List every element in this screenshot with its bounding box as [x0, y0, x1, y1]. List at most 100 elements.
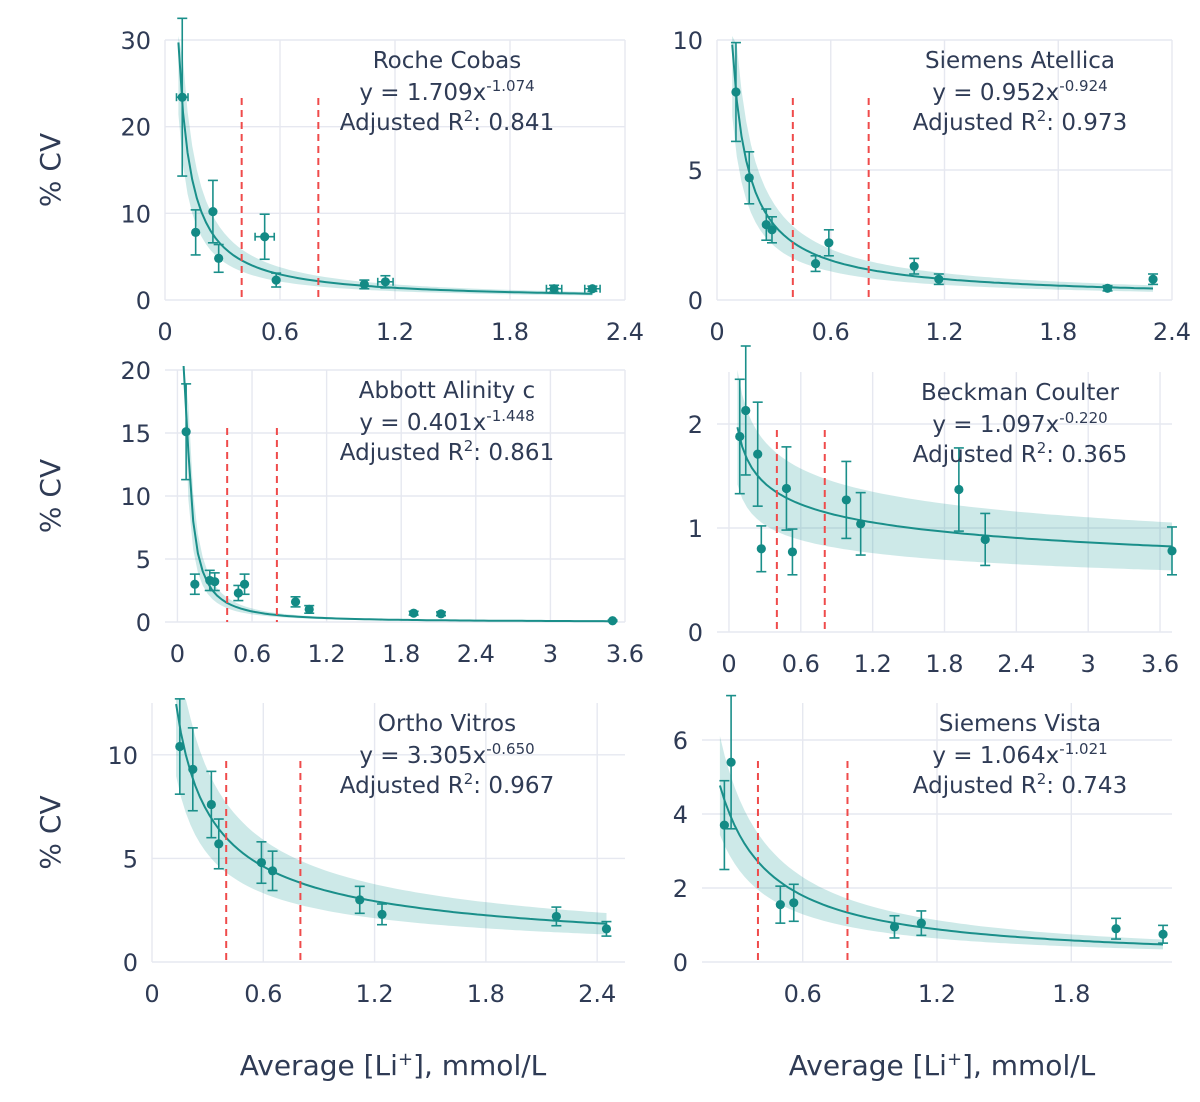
data-point	[824, 238, 834, 248]
data-point	[601, 924, 612, 934]
data-point	[206, 799, 216, 810]
x-tick-label: 2.4	[457, 640, 495, 668]
data-point	[810, 259, 821, 269]
data-point	[856, 519, 866, 529]
r2-superscript: 2	[464, 437, 474, 455]
x-tick-label: 0.6	[233, 640, 271, 668]
fit-curve	[182, 365, 613, 623]
y-tick-label: 0	[123, 949, 138, 977]
data-point	[889, 922, 900, 932]
data-point	[549, 284, 559, 294]
data-point	[233, 588, 243, 598]
y-tick-label: 0	[136, 609, 151, 637]
data-point	[290, 597, 301, 607]
data-point	[1102, 283, 1113, 293]
y-tick-label: 10	[120, 200, 151, 228]
equation-prefix: y = 0.401x	[359, 410, 486, 436]
y-tick-label: 10	[107, 742, 138, 770]
y-tick-label: 5	[688, 157, 703, 185]
data-point	[741, 405, 751, 416]
xlabel-suffix: ], mmol/L	[413, 1049, 547, 1082]
data-point	[954, 484, 964, 495]
data-point	[781, 483, 792, 494]
fit-equation: y = 3.305x-0.650	[359, 740, 534, 769]
equation-exponent: -0.220	[1059, 409, 1107, 427]
r2-prefix: Adjusted R	[913, 773, 1037, 799]
data-point	[239, 579, 250, 589]
x-tick-label: 1.2	[308, 640, 346, 668]
r2-superscript: 2	[1037, 770, 1047, 788]
x-tick-label: 1.2	[925, 318, 963, 346]
xlabel-prefix: Average [Li	[240, 1049, 398, 1082]
panel-1: 0 0.6 1.2 1.8 2.4 0 10 20 30 Roche Cobas y = 1.709…	[34, 17, 644, 346]
x-tick-label: 2.4	[606, 318, 644, 346]
y-tick-label: 30	[120, 27, 151, 55]
r2-value: : 0.743	[1046, 773, 1127, 799]
y-tick-label: 10	[672, 27, 703, 55]
equation-exponent: -1.021	[1059, 740, 1107, 758]
data-point	[841, 495, 851, 505]
x-tick-label: 2.4	[997, 650, 1035, 678]
data-point	[267, 866, 278, 876]
r2-prefix: Adjusted R	[340, 110, 464, 136]
data-point	[271, 275, 281, 285]
y-axis-label: % CV	[34, 795, 67, 869]
data-point	[210, 577, 220, 587]
y-tick-label: 2	[688, 411, 703, 439]
x-tick-label: 0	[170, 640, 185, 668]
data-point	[735, 431, 745, 442]
adjusted-r2: Adjusted R2: 0.743	[913, 770, 1127, 799]
fit-equation: y = 0.401x-1.448	[359, 407, 534, 436]
r2-value: : 0.967	[473, 773, 554, 799]
x-tick-label: 1.8	[382, 640, 420, 668]
equation-prefix: y = 3.305x	[359, 743, 486, 769]
x-tick-label: 3.6	[606, 640, 644, 668]
data-point	[753, 449, 763, 459]
data-point	[214, 839, 224, 849]
x-tick-label: 1.8	[491, 318, 529, 346]
equation-exponent: -1.074	[486, 77, 534, 95]
x-tick-label: 1.2	[854, 650, 892, 678]
equation-prefix: y = 1.709x	[359, 80, 486, 106]
fit-equation: y = 1.064x-1.021	[932, 740, 1107, 769]
equation-prefix: y = 1.097x	[932, 412, 1059, 438]
xlabel-prefix: Average [Li	[789, 1049, 947, 1082]
data-point	[909, 261, 919, 271]
y-tick-label: 0	[688, 287, 703, 315]
x-tick-label: 1.2	[376, 318, 414, 346]
x-tick-label: 3.6	[1141, 650, 1179, 678]
x-tick-label: 1.8	[1039, 318, 1077, 346]
panel-3: 0 0.6 1.2 1.8 2.4 3 3.6 0 5 10 15 20 Abbott Alinity …	[34, 357, 644, 668]
r2-superscript: 2	[1037, 107, 1047, 125]
fit-curve	[175, 703, 607, 925]
data-point	[551, 911, 561, 922]
x-tick-label: 0	[721, 650, 736, 678]
fit-equation: y = 0.952x-0.924	[932, 77, 1107, 106]
equation-exponent: -1.448	[486, 407, 534, 425]
panel-5: 0 0.6 1.2 1.8 2.4 0 5 10 Ortho Vitros y = 3.305x-…	[34, 698, 625, 1082]
fit-equation: y = 1.097x-0.220	[932, 409, 1107, 438]
r2-value: : 0.365	[1046, 442, 1127, 468]
x-tick-label: 1.2	[356, 980, 394, 1008]
y-tick-label: 2	[673, 875, 688, 903]
y-tick-label: 0	[688, 619, 703, 647]
x-tick-label: 3	[1081, 650, 1096, 678]
data-point	[775, 900, 785, 910]
x-tick-label: 0	[144, 980, 159, 1008]
r2-prefix: Adjusted R	[913, 442, 1037, 468]
data-point	[916, 918, 926, 928]
panel-title: Siemens Atellica	[925, 48, 1115, 74]
data-point	[719, 820, 729, 830]
data-point	[177, 92, 187, 102]
data-point	[787, 547, 798, 557]
adjusted-r2: Adjusted R2: 0.967	[340, 770, 554, 799]
equation-exponent: -0.650	[486, 740, 534, 758]
data-point	[1111, 924, 1121, 934]
x-tick-label: 0.6	[784, 980, 822, 1008]
data-point	[980, 534, 990, 545]
confidence-band	[732, 36, 1153, 292]
data-point	[380, 277, 391, 287]
adjusted-r2: Adjusted R2: 0.973	[913, 107, 1127, 136]
y-tick-label: 10	[120, 483, 151, 511]
